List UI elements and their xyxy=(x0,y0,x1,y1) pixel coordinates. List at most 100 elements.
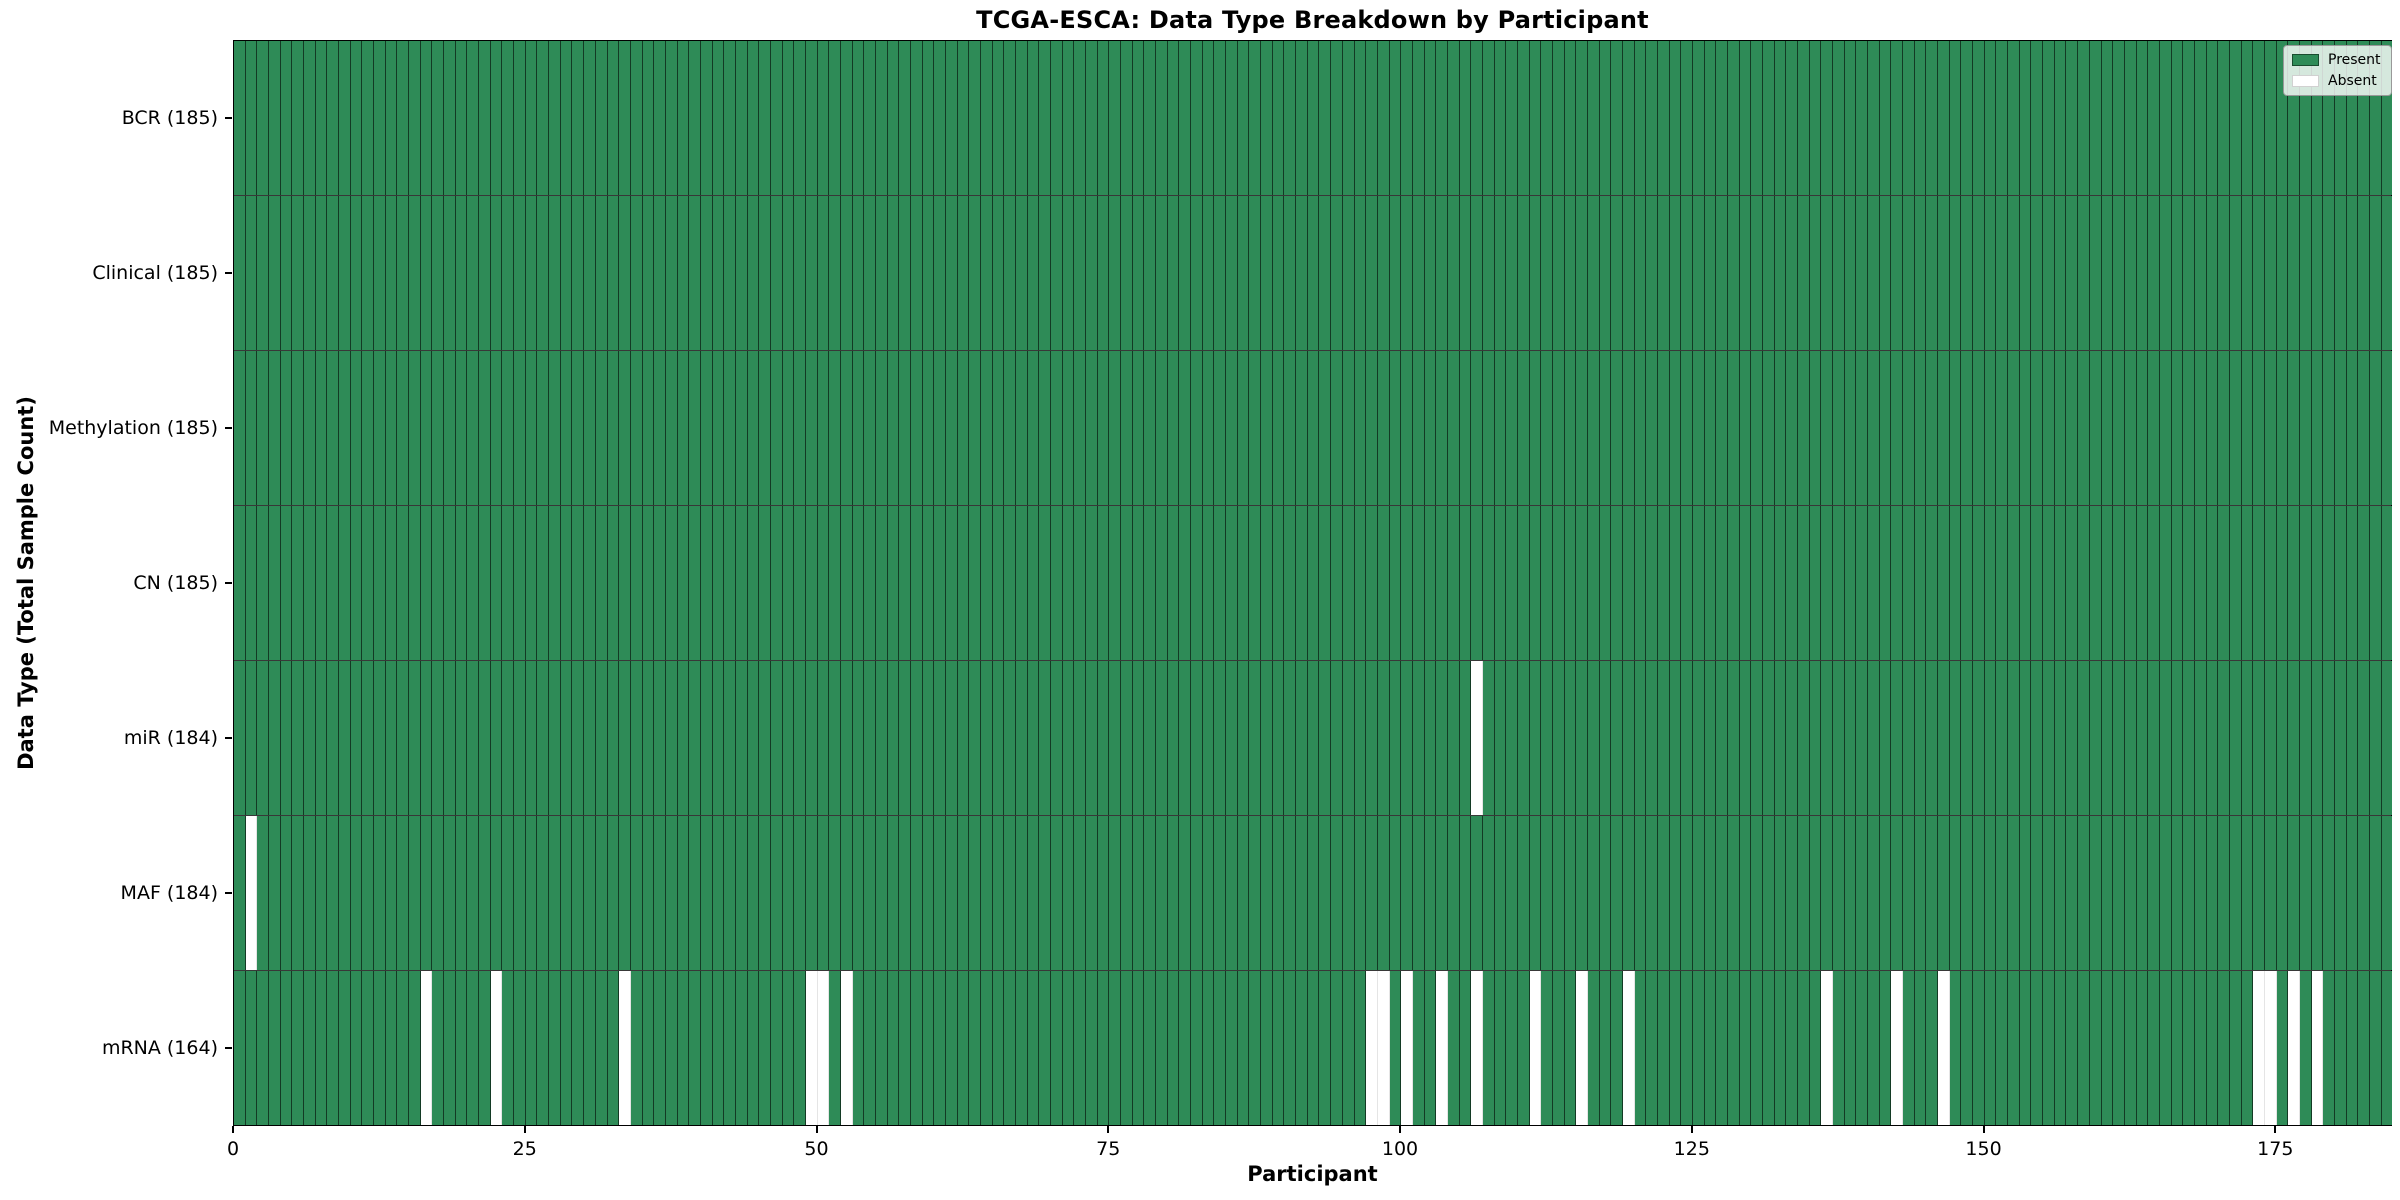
heatmap-cell xyxy=(2078,816,2090,970)
heatmap-cell xyxy=(2171,816,2184,970)
heatmap-cell xyxy=(1249,41,1262,195)
heatmap-cell xyxy=(1587,816,1600,970)
heatmap-cell xyxy=(525,41,538,195)
heatmap-cell xyxy=(1494,506,1507,660)
heatmap-cell xyxy=(1132,816,1145,970)
heatmap-cell xyxy=(735,816,748,970)
heatmap-cell xyxy=(2089,351,2102,505)
heatmap-cell xyxy=(2124,506,2137,660)
heatmap-cell xyxy=(1903,351,1915,505)
heatmap-cell xyxy=(444,351,456,505)
heatmap-cell xyxy=(572,41,585,195)
heatmap-cell xyxy=(1377,506,1390,660)
heatmap-cell xyxy=(315,816,328,970)
heatmap-cell xyxy=(1751,661,1764,815)
heatmap-cell xyxy=(1587,971,1600,1125)
heatmap-cell xyxy=(1903,41,1915,195)
heatmap-cell xyxy=(1086,971,1098,1125)
heatmap-cell xyxy=(327,971,340,1125)
heatmap-cell xyxy=(1634,816,1647,970)
heatmap-cell xyxy=(1996,196,2009,350)
heatmap-cell xyxy=(724,971,736,1125)
heatmap-cell xyxy=(1237,506,1250,660)
heatmap-cell xyxy=(1226,351,1238,505)
heatmap-cell xyxy=(1494,661,1507,815)
heatmap-cell xyxy=(712,351,725,505)
heatmap-cell xyxy=(1809,196,1822,350)
heatmap-cell xyxy=(805,41,818,195)
heatmap-cell xyxy=(2218,971,2230,1125)
heatmap-cell xyxy=(2136,41,2149,195)
heatmap-cell xyxy=(2124,816,2137,970)
heatmap-cell xyxy=(934,971,946,1125)
heatmap-cell xyxy=(1949,661,1962,815)
heatmap-cell xyxy=(2264,971,2277,1125)
heatmap-cell xyxy=(1716,816,1728,970)
heatmap-cell xyxy=(514,506,526,660)
heatmap-cell xyxy=(1237,351,1250,505)
heatmap-cell xyxy=(1062,196,1075,350)
heatmap-cell xyxy=(420,661,433,815)
heatmap-cell xyxy=(514,41,526,195)
heatmap-cell xyxy=(1459,196,1472,350)
heatmap-cell xyxy=(1062,971,1075,1125)
heatmap-cell xyxy=(432,41,445,195)
heatmap-cell xyxy=(269,41,281,195)
heatmap-cell xyxy=(304,506,316,660)
heatmap-cell xyxy=(630,196,643,350)
heatmap-cell xyxy=(560,506,573,660)
heatmap-cell xyxy=(1471,351,1483,505)
heatmap-cell xyxy=(2369,971,2382,1125)
heatmap-cell xyxy=(1786,816,1799,970)
heatmap-cell xyxy=(642,661,655,815)
heatmap-cell xyxy=(1074,506,1087,660)
heatmap-cell xyxy=(2299,351,2312,505)
heatmap-cell xyxy=(770,41,783,195)
heatmap-cell xyxy=(374,506,386,660)
heatmap-cell xyxy=(1412,816,1425,970)
heatmap-cell xyxy=(852,506,865,660)
heatmap-cell xyxy=(1751,971,1764,1125)
heatmap-cell xyxy=(514,196,526,350)
heatmap-cell xyxy=(2334,351,2347,505)
heatmap-cell xyxy=(2043,351,2055,505)
heatmap-cell xyxy=(1786,196,1799,350)
heatmap-cell xyxy=(1424,41,1437,195)
heatmap-cell xyxy=(2229,816,2242,970)
heatmap-cell xyxy=(759,41,771,195)
heatmap-cell xyxy=(1354,816,1367,970)
heatmap-cell xyxy=(560,196,573,350)
heatmap-cell xyxy=(1856,661,1869,815)
heatmap-cell xyxy=(1389,506,1402,660)
heatmap-cell xyxy=(1447,196,1460,350)
heatmap-cell xyxy=(1051,41,1063,195)
heatmap-cell xyxy=(619,816,631,970)
heatmap-cell xyxy=(1868,661,1880,815)
heatmap-cell xyxy=(2171,196,2184,350)
heatmap-cell xyxy=(1973,506,1985,660)
heatmap-cell xyxy=(1121,971,1133,1125)
heatmap-cell xyxy=(1436,351,1448,505)
heatmap-cell xyxy=(1331,661,1343,815)
heatmap-cell xyxy=(1471,816,1483,970)
heatmap-cell xyxy=(2323,351,2335,505)
heatmap-cell xyxy=(1634,971,1647,1125)
heatmap-cell xyxy=(525,196,538,350)
heatmap-cell xyxy=(2089,816,2102,970)
heatmap-cell xyxy=(2264,816,2277,970)
heatmap-cell xyxy=(1097,971,1110,1125)
heatmap-cell xyxy=(2253,971,2265,1125)
heatmap-cell xyxy=(1961,351,1974,505)
heatmap-cell xyxy=(2206,41,2219,195)
heatmap-cell xyxy=(595,196,608,350)
heatmap-cell xyxy=(700,971,713,1125)
heatmap-cell xyxy=(1319,506,1332,660)
heatmap-cell xyxy=(1564,41,1577,195)
heatmap-cell xyxy=(1821,816,1834,970)
heatmap-cell xyxy=(840,41,853,195)
heatmap-cell xyxy=(1809,351,1822,505)
heatmap-cell xyxy=(572,971,585,1125)
heatmap-cell xyxy=(1366,661,1378,815)
heatmap-cell xyxy=(1447,816,1460,970)
heatmap-cell xyxy=(619,971,631,1125)
